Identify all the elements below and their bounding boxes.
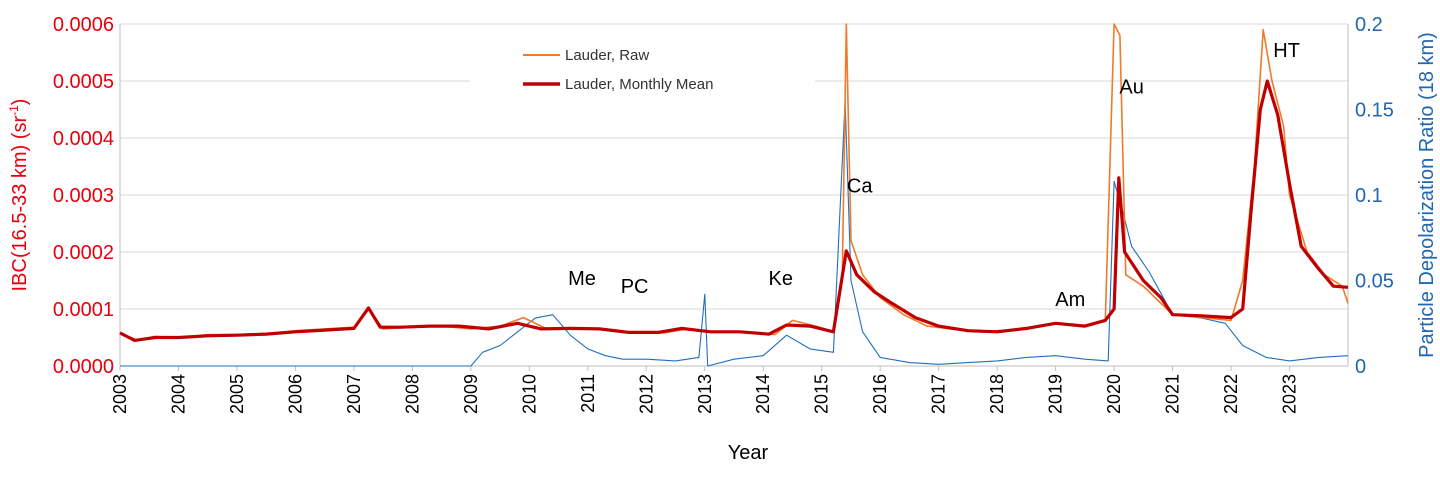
x-tick-label: 2004	[168, 374, 188, 414]
legend-raw-label: Lauder, Raw	[565, 47, 649, 64]
event-annotation: PC	[621, 276, 649, 298]
x-tick-label: 2021	[1163, 374, 1183, 414]
x-tick-label: 2007	[344, 374, 364, 414]
x-tick-label: 2012	[636, 374, 656, 414]
y-left-axis-label: IBC(16.5-33 km) (sr-1)	[7, 99, 31, 292]
x-tick-label: 2010	[519, 374, 539, 414]
x-tick-label: 2016	[870, 374, 890, 414]
y-left-tick-label: 0.0000	[53, 356, 114, 378]
y-right-ticks: 0 0.05 0.1 0.15 0.2	[1355, 14, 1394, 378]
x-tick-label: 2019	[1046, 374, 1066, 414]
y-left-tick-label: 0.0005	[53, 71, 114, 93]
x-tick-label: 2009	[461, 374, 481, 414]
y-right-tick-label: 0.2	[1355, 14, 1383, 36]
x-tick-label: 2005	[227, 374, 247, 414]
event-annotation: Au	[1119, 77, 1143, 99]
x-tick-label: 2006	[285, 374, 305, 414]
x-tick-label: 2008	[402, 374, 422, 414]
y-right-axis-label: Particle Depolarization Ratio (18 km)	[1416, 32, 1438, 358]
x-tick-label: 2011	[578, 374, 598, 413]
event-annotation: Am	[1055, 289, 1085, 311]
y-right-tick-label: 0	[1355, 356, 1366, 378]
depolarization-series-line	[120, 100, 1349, 367]
mean-series-line	[119, 79, 1349, 342]
x-tick-label: 2017	[929, 374, 949, 414]
x-ticks: 2003 2004 2005 2006 2007 2008 2009 2010 2011 2012…	[110, 366, 1300, 414]
y-left-tick-label: 0.0001	[53, 299, 114, 321]
y-right-tick-label: 0.1	[1355, 185, 1383, 207]
x-tick-label: 2020	[1104, 374, 1124, 414]
legend-box	[470, 38, 815, 100]
series-layer	[119, 23, 1349, 367]
y-left-ticks: 0.0000 0.0001 0.0002 0.0003 0.0004 0.0005 0.00…	[53, 14, 114, 378]
annotations: Me PC Ke Ca Am Au HT	[568, 40, 1300, 311]
x-tick-label: 2023	[1280, 374, 1300, 414]
y-left-tick-label: 0.0004	[53, 128, 114, 150]
event-annotation: Me	[568, 268, 596, 290]
x-tick-label: 2003	[110, 374, 130, 414]
y-right-tick-label: 0.15	[1355, 100, 1394, 122]
x-tick-label: 2013	[695, 374, 715, 414]
y-right-tick-label: 0.05	[1355, 271, 1394, 293]
x-tick-label: 2015	[812, 374, 832, 414]
y-left-tick-label: 0.0006	[53, 14, 114, 36]
y-left-tick-label: 0.0002	[53, 242, 114, 264]
legend-mean-label: Lauder, Monthly Mean	[565, 76, 713, 93]
x-tick-label: 2018	[987, 374, 1007, 414]
x-tick-label: 2014	[753, 374, 773, 414]
x-tick-label: 2022	[1221, 374, 1241, 414]
event-annotation: Ca	[847, 176, 873, 198]
event-annotation: HT	[1273, 40, 1300, 62]
x-axis-label: Year	[728, 442, 769, 464]
event-annotation: Ke	[769, 268, 793, 290]
y-left-tick-label: 0.0003	[53, 185, 114, 207]
